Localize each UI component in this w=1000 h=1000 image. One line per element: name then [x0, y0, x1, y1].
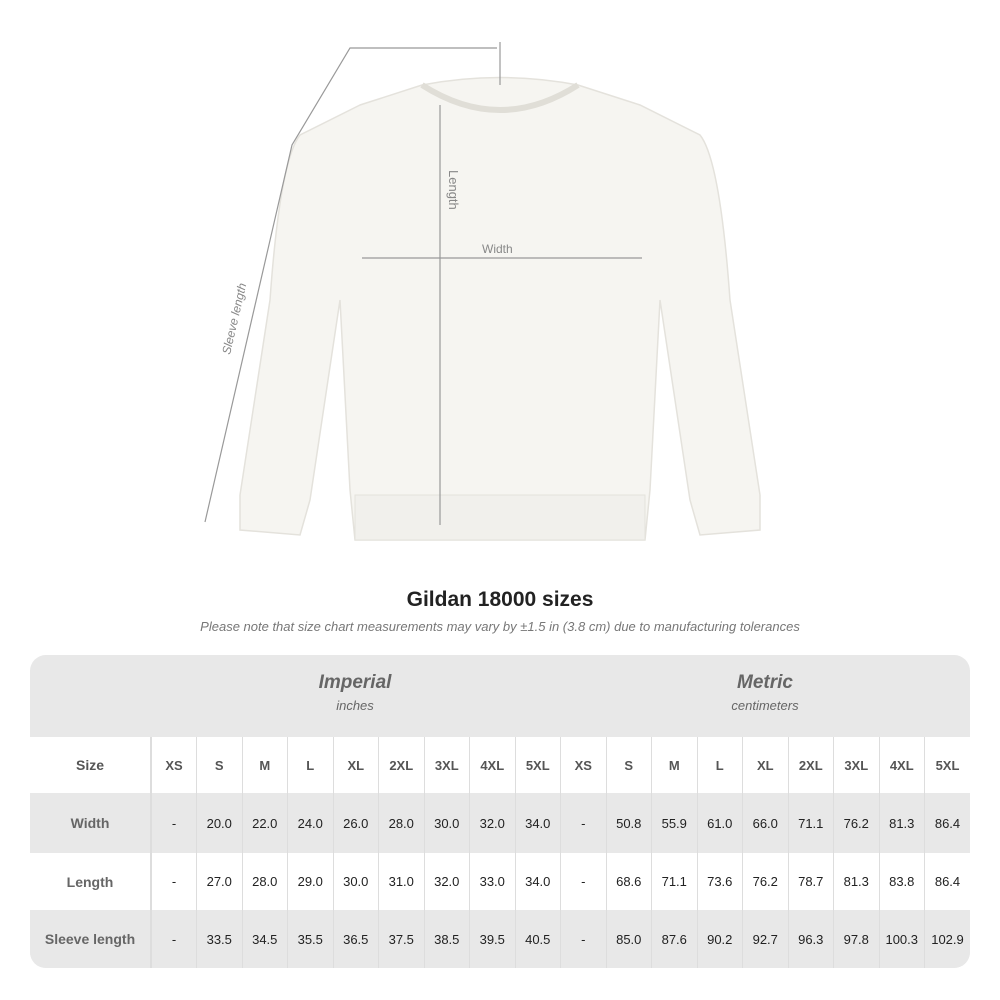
imperial-cell: 22.0	[241, 793, 288, 853]
table-row: Length -27.0 28.0 29.0 30.0 31.0 32.0 33.0 34.0-…	[30, 853, 970, 910]
metric-cell: 71.1	[787, 793, 834, 853]
imperial-cell: 30.0	[332, 853, 379, 910]
imperial-cell: 33.0	[469, 853, 515, 910]
metric-cell: 90.2	[696, 910, 743, 968]
size-column-header: L	[287, 737, 333, 793]
imperial-cell: 33.5	[196, 910, 242, 968]
size-column-header: L	[696, 737, 743, 793]
size-header: Size	[30, 737, 152, 793]
size-column-header: 3XL	[833, 737, 879, 793]
metric-cell: 85.0	[605, 910, 652, 968]
metric-cell: 102.9	[924, 910, 970, 968]
imperial-cell: 28.0	[378, 793, 424, 853]
header-row: Size XS S M L XL 2XL 3XL 4XL 5XL XS S M L XL 2XL 3XL 4XL 5…	[30, 737, 970, 793]
width-label: Width	[482, 242, 513, 256]
size-column-header: S	[196, 737, 242, 793]
metric-cell: 86.4	[924, 853, 970, 910]
imperial-cell: 37.5	[378, 910, 424, 968]
sweatshirt-diagram: Length Width Sleeve length	[204, 42, 761, 541]
imperial-cell: 20.0	[196, 793, 242, 853]
imperial-cell: 32.0	[423, 853, 470, 910]
metric-cell: 96.3	[787, 910, 834, 968]
imperial-cell: 38.5	[423, 910, 470, 968]
size-column-header: XL	[742, 737, 788, 793]
imperial-cell: 35.5	[287, 910, 333, 968]
size-column-header: 4XL	[878, 737, 925, 793]
length-label: Length	[446, 170, 461, 210]
imperial-cell: 30.0	[423, 793, 470, 853]
row-label: Width	[30, 793, 152, 853]
metric-cell: -	[560, 910, 606, 968]
size-column-header: XL	[332, 737, 379, 793]
size-column-header: M	[241, 737, 288, 793]
metric-cell: 81.3	[878, 793, 925, 853]
metric-cell: 73.6	[696, 853, 743, 910]
table-row: Sleeve length -33.5 34.5 35.5 36.5 37.5 38.5 39…	[30, 910, 970, 968]
metric-cell: 66.0	[742, 793, 788, 853]
imperial-header: Imperial inches	[150, 655, 560, 737]
imperial-cell: 29.0	[287, 853, 333, 910]
metric-cell: 71.1	[651, 853, 697, 910]
sweatshirt-image	[239, 76, 761, 541]
size-column-header: 3XL	[423, 737, 470, 793]
size-column-header: 2XL	[787, 737, 834, 793]
imperial-cell: 36.5	[332, 910, 379, 968]
imperial-cell: 24.0	[287, 793, 333, 853]
imperial-cell: 26.0	[332, 793, 379, 853]
chart-title: Gildan 18000 sizes	[406, 588, 594, 611]
metric-cell: 78.7	[787, 853, 834, 910]
metric-cell: 76.2	[833, 793, 879, 853]
imperial-cell: 34.5	[241, 910, 288, 968]
metric-cell: 61.0	[696, 793, 743, 853]
size-column-header: 4XL	[469, 737, 515, 793]
metric-heading: Metric	[737, 672, 793, 693]
imperial-cell: -	[150, 910, 197, 968]
imperial-cell: 31.0	[378, 853, 424, 910]
imperial-cell: 34.0	[514, 853, 561, 910]
metric-cell: 83.8	[878, 853, 925, 910]
imperial-cell: 32.0	[469, 793, 515, 853]
sleeve-label: Sleeve length	[219, 281, 249, 355]
metric-cell: 81.3	[833, 853, 879, 910]
size-column-header: 2XL	[378, 737, 424, 793]
size-column-header: 5XL	[924, 737, 970, 793]
metric-cell: 92.7	[742, 910, 788, 968]
metric-cell: 100.3	[878, 910, 925, 968]
metric-cell: 50.8	[605, 793, 652, 853]
size-table: Imperial inches Metric centimeters Size X…	[30, 655, 970, 968]
sleeve-line	[204, 47, 497, 523]
size-column-header: XS	[150, 737, 197, 793]
row-label: Sleeve length	[30, 910, 152, 968]
tolerance-note: Please note that size chart measurements…	[200, 619, 800, 634]
imperial-cell: 28.0	[241, 853, 288, 910]
metric-cell: 87.6	[651, 910, 697, 968]
metric-cell: -	[560, 793, 606, 853]
imperial-cell: 27.0	[196, 853, 242, 910]
metric-cell: 86.4	[924, 793, 970, 853]
metric-unit: centimeters	[731, 698, 799, 713]
metric-cell: 97.8	[833, 910, 879, 968]
imperial-cell: -	[150, 793, 197, 853]
size-column-header: M	[651, 737, 697, 793]
metric-cell: -	[560, 853, 606, 910]
imperial-heading: Imperial	[318, 672, 392, 693]
imperial-cell: 39.5	[469, 910, 515, 968]
metric-header: Metric centimeters	[560, 655, 970, 737]
row-label: Length	[30, 853, 152, 910]
metric-cell: 55.9	[651, 793, 697, 853]
imperial-cell: -	[150, 853, 197, 910]
size-column-header: S	[605, 737, 652, 793]
size-grid: Size XS S M L XL 2XL 3XL 4XL 5XL XS S M L XL 2XL 3XL 4XL 5…	[30, 737, 970, 968]
metric-cell: 68.6	[605, 853, 652, 910]
imperial-unit: inches	[336, 698, 374, 713]
table-row: Width -20.0 22.0 24.0 26.0 28.0 30.0 32.0 34.0-5…	[30, 793, 970, 853]
size-column-header: XS	[560, 737, 606, 793]
imperial-cell: 40.5	[514, 910, 561, 968]
imperial-cell: 34.0	[514, 793, 561, 853]
metric-cell: 76.2	[742, 853, 788, 910]
size-column-header: 5XL	[514, 737, 561, 793]
